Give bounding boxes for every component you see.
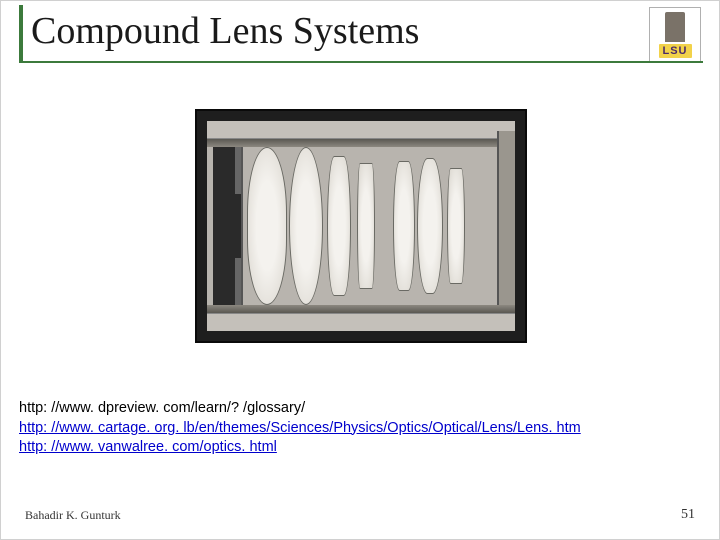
lens-element — [393, 161, 415, 291]
lens-element — [447, 168, 465, 285]
title-rule-horizontal — [19, 61, 703, 63]
lens-frame — [207, 121, 515, 331]
lens-gap — [375, 147, 393, 305]
slide: Compound Lens Systems LSU htt — [0, 0, 720, 540]
lens-element — [327, 156, 351, 295]
rear-mount — [497, 131, 515, 321]
slide-title: Compound Lens Systems — [31, 9, 419, 53]
barrel-rail-top — [207, 121, 515, 139]
barrel-top — [207, 139, 515, 147]
barrel-rail-bottom — [207, 313, 515, 331]
reference-links: http: //www. dpreview. com/learn/? /glos… — [19, 399, 581, 458]
lens-element — [357, 163, 375, 289]
title-rule-vertical — [19, 5, 23, 61]
footer-author: Bahadir K. Gunturk — [25, 508, 121, 523]
lens-element — [289, 147, 323, 305]
barrel-bottom — [207, 305, 515, 313]
logo-tower-icon — [665, 12, 685, 42]
logo-text: LSU — [659, 44, 692, 58]
lens-element — [247, 147, 287, 305]
lens-element — [417, 158, 443, 294]
link-cartage[interactable]: http: //www. cartage. org. lb/en/themes/… — [19, 420, 581, 436]
lens-figure — [195, 109, 527, 343]
footer-page-number: 51 — [681, 507, 695, 523]
link-vanwalree[interactable]: http: //www. vanwalree. com/optics. html — [19, 439, 277, 455]
university-logo: LSU — [649, 7, 701, 63]
link-plain: http: //www. dpreview. com/learn/? /glos… — [19, 399, 581, 419]
lens-elements — [207, 147, 515, 305]
